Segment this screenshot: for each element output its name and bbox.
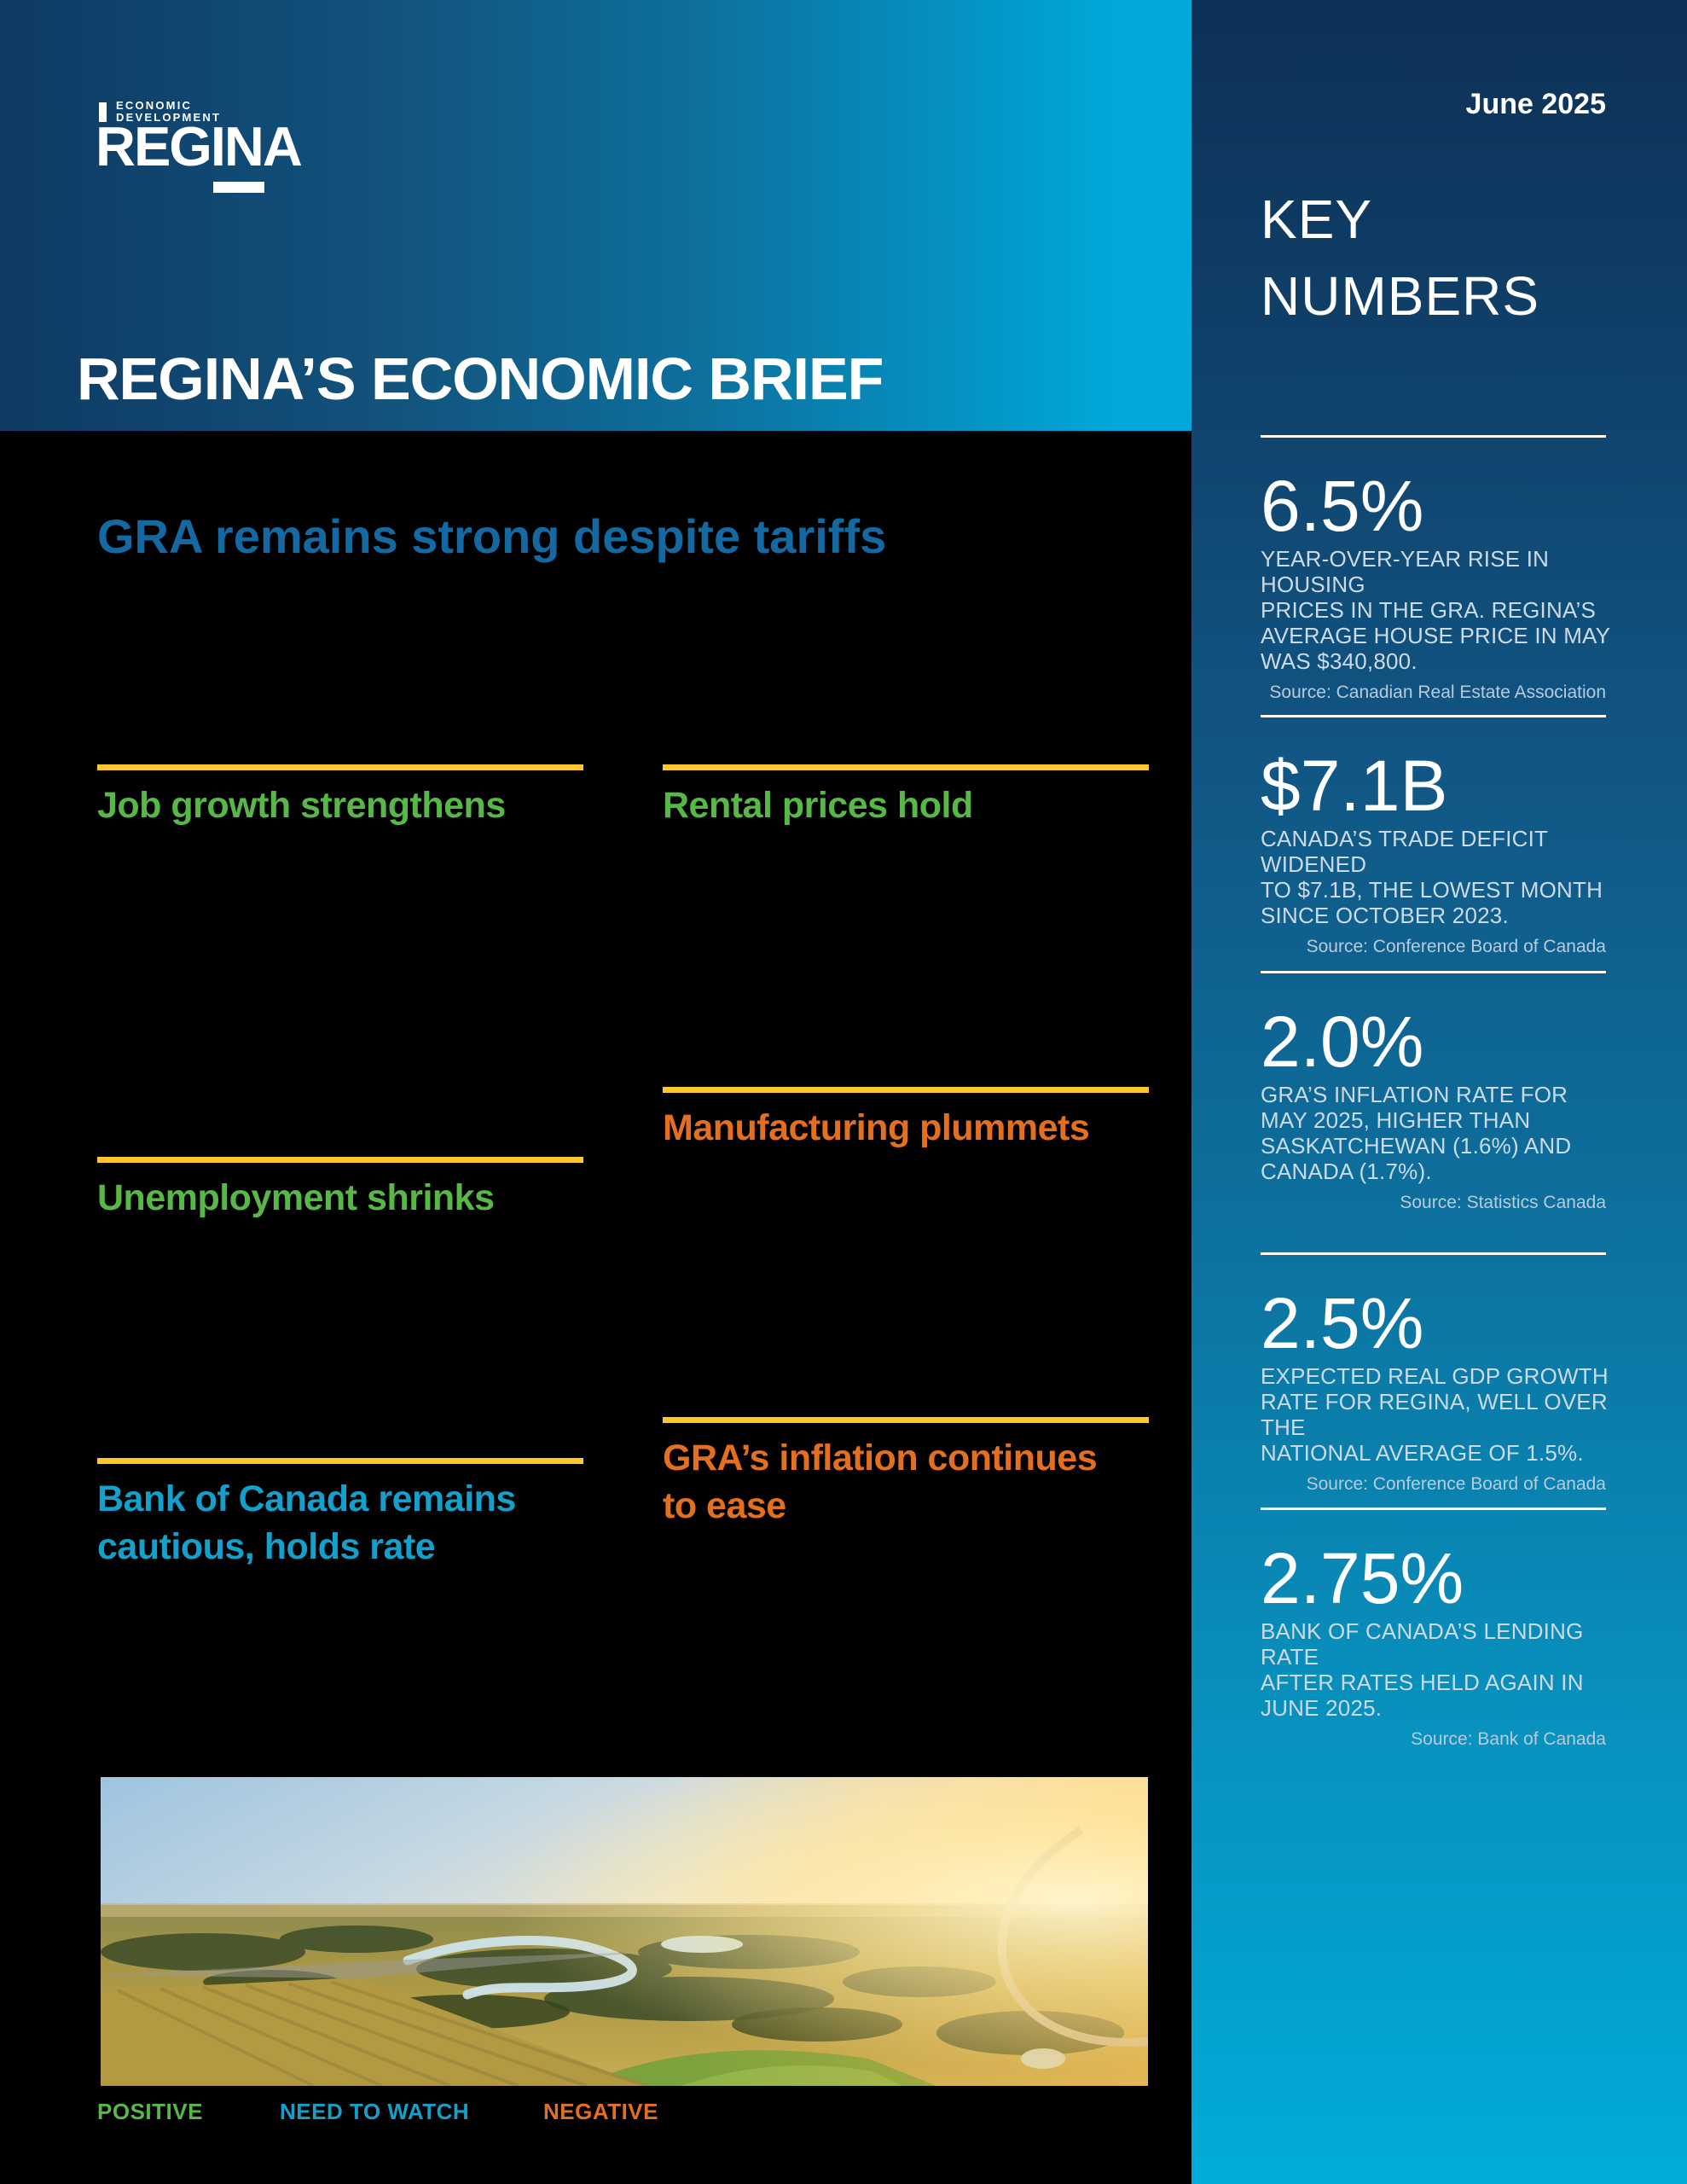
- story-label: Bank of Canada remains cautious, holds r…: [97, 1478, 516, 1567]
- key-numbers-sidebar: June 2025 KEY NUMBERS 6.5% YEAR-OVER-YEA…: [1191, 0, 1687, 2184]
- story-gra-inflation: GRA’s inflation continues to ease: [663, 1417, 1149, 1531]
- stat-divider: [1261, 715, 1606, 717]
- headline-rule: [663, 1417, 1149, 1423]
- logo-bar-icon: [99, 102, 107, 122]
- legend-negative: NEGATIVE: [543, 2099, 658, 2124]
- stat-description: EXPECTED REAL GDP GROWTH RATE FOR REGINA…: [1261, 1363, 1609, 1466]
- stat-value: 6.5%: [1261, 466, 1424, 546]
- stat-divider: [1261, 435, 1606, 438]
- header-banner: ECONOMIC DEVELOPMENT REGINA REGINA’S ECO…: [0, 0, 1191, 431]
- headline-rule: [97, 1157, 583, 1163]
- lead-headline: GRA remains strong despite tariffs: [97, 509, 887, 564]
- story-label: Job growth strengthens: [97, 785, 506, 826]
- stat-description: BANK OF CANADA’S LENDING RATE AFTER RATE…: [1261, 1618, 1584, 1721]
- stat-value: 2.5%: [1261, 1283, 1424, 1363]
- legend-positive: POSITIVE: [97, 2099, 203, 2124]
- story-rental-prices: Rental prices hold: [663, 764, 1149, 830]
- stat-description: GRA’S INFLATION RATE FOR MAY 2025, HIGHE…: [1261, 1082, 1572, 1184]
- stat-description: CANADA’S TRADE DEFICIT WIDENED TO $7.1B,…: [1261, 826, 1603, 928]
- legend-need-to-watch: NEED TO WATCH: [280, 2099, 470, 2124]
- story-label: Unemployment shrinks: [97, 1177, 495, 1218]
- headline-rule: [97, 1458, 583, 1464]
- sidebar-title: KEY NUMBERS: [1261, 189, 1540, 327]
- stat-source: Source: Conference Board of Canada: [1306, 937, 1606, 956]
- story-label: GRA’s inflation continues to ease: [663, 1438, 1098, 1526]
- economic-development-regina-logo: ECONOMIC DEVELOPMENT REGINA: [96, 96, 386, 206]
- story-job-growth: Job growth strengthens: [97, 764, 583, 830]
- logo-eyebrow: ECONOMIC DEVELOPMENT: [116, 99, 222, 124]
- logo-underline-icon: [213, 182, 264, 193]
- photo-illustration: [101, 1777, 1148, 2086]
- stat-source: Source: Bank of Canada: [1411, 1729, 1606, 1749]
- story-unemployment: Unemployment shrinks: [97, 1157, 583, 1223]
- status-legend: POSITIVE NEED TO WATCH NEGATIVE: [0, 2099, 1191, 2133]
- logo-wordmark: REGINA: [96, 115, 303, 177]
- story-label: Manufacturing plummets: [663, 1107, 1090, 1148]
- stat-source: Source: Canadian Real Estate Association: [1269, 682, 1606, 702]
- stat-divider: [1261, 1252, 1606, 1255]
- stat-lending-rate: 2.75% BANK OF CANADA’S LENDING RATE AFTE…: [1261, 1507, 1606, 1750]
- stat-inflation-rate: 2.0% GRA’S INFLATION RATE FOR MAY 2025, …: [1261, 971, 1606, 1213]
- stat-value: 2.75%: [1261, 1538, 1464, 1618]
- headline-rule: [663, 1087, 1149, 1093]
- prairie-aerial-photo: [101, 1777, 1148, 2086]
- stat-trade-deficit: $7.1B CANADA’S TRADE DEFICIT WIDENED TO …: [1261, 715, 1606, 957]
- stat-divider: [1261, 971, 1606, 973]
- stat-divider: [1261, 1507, 1606, 1510]
- stat-gdp-growth: 2.5% EXPECTED REAL GDP GROWTH RATE FOR R…: [1261, 1252, 1609, 1495]
- issue-date: June 2025: [1465, 88, 1606, 120]
- story-manufacturing: Manufacturing plummets: [663, 1087, 1149, 1153]
- stat-source: Source: Statistics Canada: [1400, 1193, 1606, 1212]
- headline-rule: [97, 764, 583, 770]
- stat-value: 2.0%: [1261, 1002, 1424, 1082]
- stat-housing-prices: 6.5% YEAR-OVER-YEAR RISE IN HOUSING PRIC…: [1261, 435, 1610, 703]
- page-title: REGINA’S ECONOMIC BRIEF: [77, 345, 884, 412]
- stat-description: YEAR-OVER-YEAR RISE IN HOUSING PRICES IN…: [1261, 546, 1611, 674]
- headline-rule: [663, 764, 1149, 770]
- stat-source: Source: Conference Board of Canada: [1306, 1474, 1606, 1494]
- story-bank-of-canada: Bank of Canada remains cautious, holds r…: [97, 1458, 583, 1571]
- story-label: Rental prices hold: [663, 785, 973, 826]
- stat-value: $7.1B: [1261, 746, 1448, 826]
